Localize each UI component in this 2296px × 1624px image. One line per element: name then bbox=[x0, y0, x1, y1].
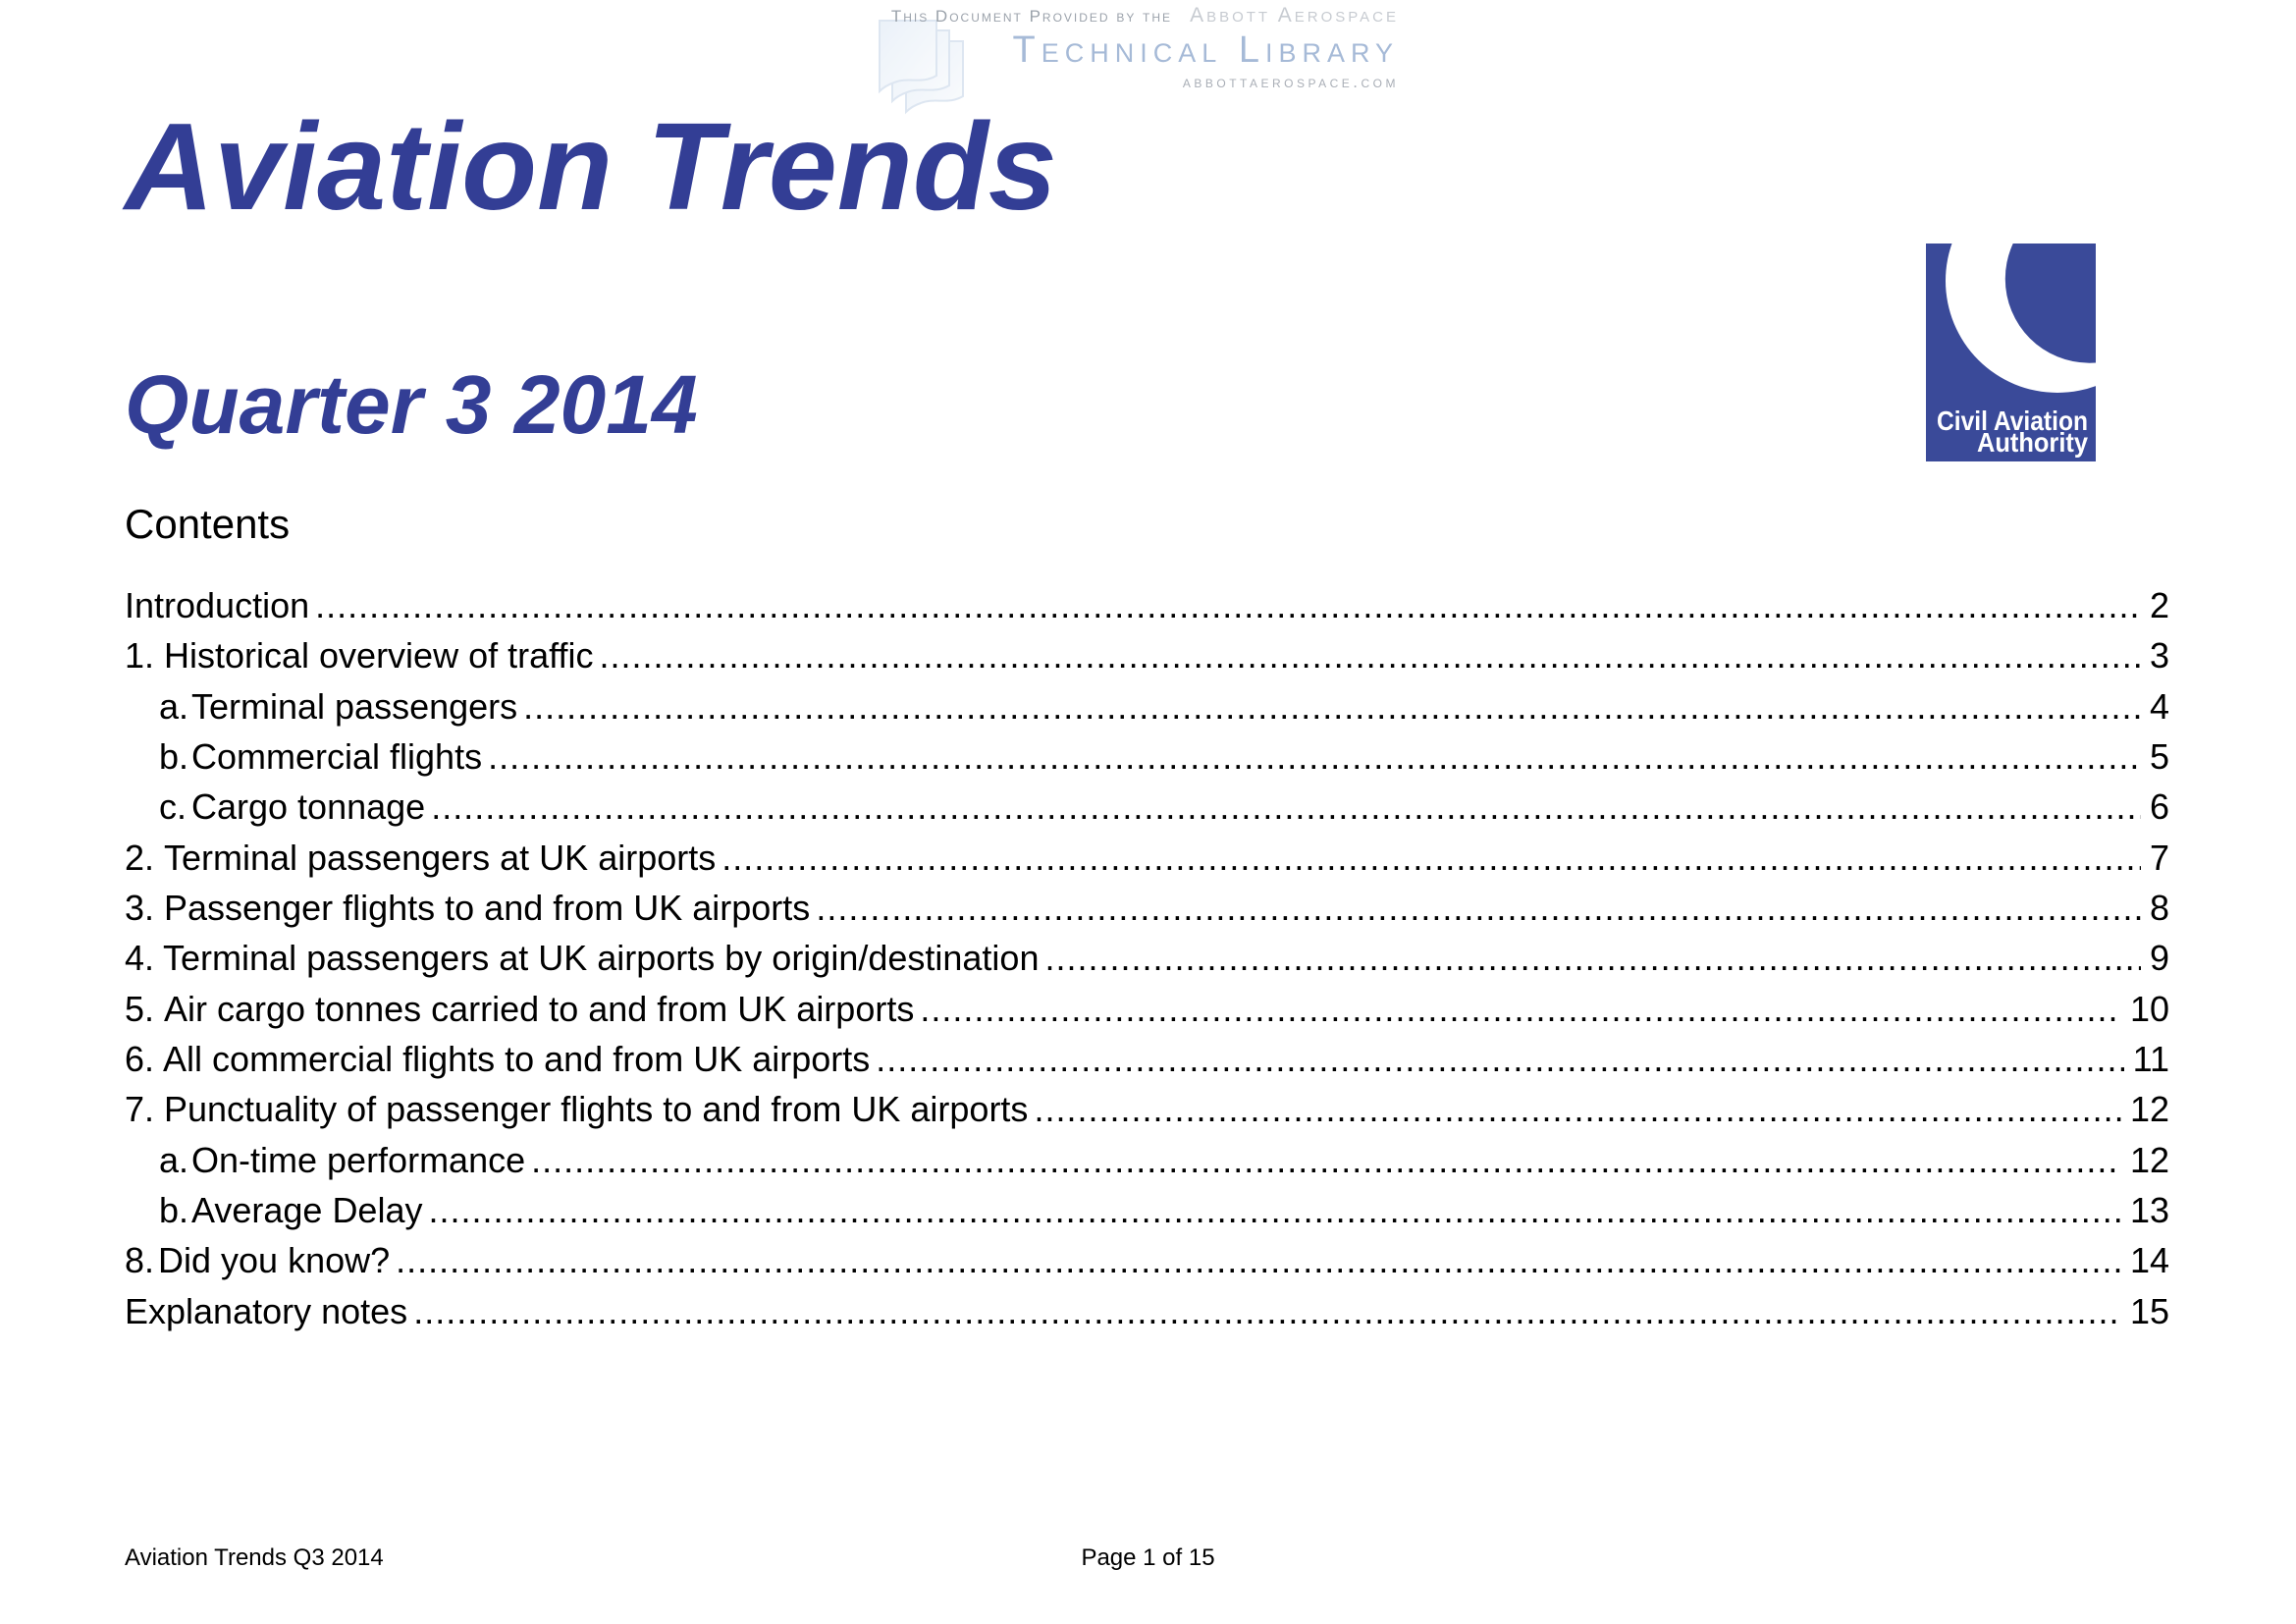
toc-entry-page: 8 bbox=[2149, 888, 2169, 929]
contents-heading: Contents bbox=[125, 501, 291, 547]
toc-dotted-leader: ........................................… bbox=[396, 1240, 2121, 1281]
toc-dotted-leader: ........................................… bbox=[920, 988, 2121, 1029]
watermark-brand: Abbott Aerospace bbox=[1190, 4, 1399, 27]
toc-entry-number: b. bbox=[159, 1190, 189, 1231]
toc-dotted-leader: ........................................… bbox=[721, 837, 2141, 878]
toc-entry-page: 2 bbox=[2149, 585, 2169, 625]
toc-dotted-leader: ........................................… bbox=[876, 1039, 2123, 1080]
toc-entry-number: 7. bbox=[125, 1089, 155, 1130]
toc-dotted-leader: ........................................… bbox=[523, 685, 2141, 727]
watermark-provided-by: This Document Provided by the bbox=[890, 7, 1173, 26]
toc-entry-title: Terminal passengers at UK airports by or… bbox=[163, 938, 1040, 979]
toc-entry[interactable]: 1. Historical overview of traffic........… bbox=[125, 630, 2169, 680]
page-subtitle: Quarter 3 2014 bbox=[125, 358, 698, 451]
toc-entry-number: 8. bbox=[125, 1240, 155, 1281]
toc-entry-number: 4. bbox=[125, 938, 155, 979]
toc-dotted-leader: ........................................… bbox=[428, 1190, 2121, 1231]
toc-entry-title: Commercial flights bbox=[191, 736, 483, 778]
toc-entry-page: 7 bbox=[2149, 837, 2169, 878]
toc-dotted-leader: ........................................… bbox=[413, 1290, 2121, 1331]
toc-entry-number: 1. bbox=[125, 635, 155, 677]
toc-entry-number: 5. bbox=[125, 988, 155, 1029]
toc-entry-number: c. bbox=[159, 786, 187, 828]
table-of-contents: Introduction............................… bbox=[125, 580, 2169, 1336]
toc-entry-number: b. bbox=[159, 736, 189, 778]
toc-entry-page: 10 bbox=[2129, 988, 2169, 1029]
toc-dotted-leader: ........................................… bbox=[816, 888, 2141, 929]
toc-entry-title: Explanatory notes bbox=[125, 1290, 408, 1331]
toc-entry-page: 14 bbox=[2129, 1240, 2169, 1281]
toc-entry-page: 12 bbox=[2129, 1089, 2169, 1130]
watermark-site: abbottaerospace.com bbox=[1182, 73, 1399, 91]
toc-dotted-leader: ........................................… bbox=[599, 635, 2141, 677]
toc-entry-title: All commercial flights to and from UK ai… bbox=[163, 1039, 871, 1080]
watermark-library-title: Technical Library bbox=[1012, 29, 1399, 71]
toc-entry[interactable]: b. Average Delay.........................… bbox=[125, 1185, 2169, 1235]
toc-dotted-leader: ........................................… bbox=[531, 1139, 2121, 1180]
toc-entry-number: 2. bbox=[125, 837, 155, 878]
toc-entry-title: Average Delay bbox=[191, 1190, 423, 1231]
toc-entry[interactable]: 7. Punctuality of passenger flights to an… bbox=[125, 1084, 2169, 1134]
watermark: This Document Provided by the Abbott Aero… bbox=[891, 5, 1399, 92]
toc-entry-page: 4 bbox=[2149, 685, 2169, 727]
toc-entry-page: 15 bbox=[2129, 1290, 2169, 1331]
logo-text-line2: Authority bbox=[1977, 427, 2088, 458]
toc-entry[interactable]: 5. Air cargo tonnes carried to and from U… bbox=[125, 984, 2169, 1034]
toc-entry-title: Cargo tonnage bbox=[191, 786, 426, 828]
toc-dotted-leader: ........................................… bbox=[1044, 938, 2140, 979]
toc-entry[interactable]: 8. Did you know?.........................… bbox=[125, 1235, 2169, 1285]
toc-entry-page: 3 bbox=[2149, 635, 2169, 677]
toc-entry-page: 6 bbox=[2149, 786, 2169, 828]
toc-entry[interactable]: 2. Terminal passengers at UK airports....… bbox=[125, 833, 2169, 883]
toc-entry-number: 6. bbox=[125, 1039, 155, 1080]
toc-entry-title: Punctuality of passenger flights to and … bbox=[164, 1089, 1029, 1130]
footer-document-title: Aviation Trends Q3 2014 bbox=[125, 1544, 384, 1571]
toc-entry-number: a. bbox=[159, 685, 189, 727]
page-title: Aviation Trends bbox=[125, 97, 1057, 236]
civil-aviation-authority-logo: Civil Aviation Authority bbox=[1926, 244, 2096, 461]
toc-entry-title: On-time performance bbox=[191, 1139, 526, 1180]
logo-text-line1: Civil Aviation bbox=[1937, 406, 2088, 436]
toc-entry[interactable]: 4. Terminal passengers at UK airports by … bbox=[125, 933, 2169, 983]
toc-entry-page: 11 bbox=[2132, 1039, 2169, 1080]
toc-entry[interactable]: a. Terminal passengers...................… bbox=[125, 681, 2169, 731]
toc-entry-title: Terminal passengers at UK airports bbox=[164, 837, 717, 878]
toc-entry-title: Did you know? bbox=[158, 1240, 391, 1281]
toc-entry-title: Terminal passengers bbox=[191, 685, 518, 727]
toc-entry-title: Passenger flights to and from UK airport… bbox=[164, 888, 811, 929]
toc-dotted-leader: ........................................… bbox=[315, 585, 2141, 625]
toc-entry-page: 12 bbox=[2129, 1139, 2169, 1180]
stacked-pages-icon bbox=[879, 20, 964, 115]
logo-crescent-inner bbox=[2004, 244, 2096, 363]
toc-entry[interactable]: a. On-time performance...................… bbox=[125, 1135, 2169, 1185]
toc-entry-number: a. bbox=[159, 1139, 189, 1180]
toc-dotted-leader: ........................................… bbox=[488, 736, 2141, 778]
toc-entry[interactable]: 6. All commercial flights to and from UK … bbox=[125, 1034, 2169, 1084]
toc-dotted-leader: ........................................… bbox=[1034, 1089, 2121, 1130]
toc-entry[interactable]: Introduction............................… bbox=[125, 580, 2169, 630]
toc-entry-title: Air cargo tonnes carried to and from UK … bbox=[164, 988, 915, 1029]
toc-entry-page: 13 bbox=[2129, 1190, 2169, 1231]
toc-entry-title: Historical overview of traffic bbox=[164, 635, 594, 677]
toc-entry-page: 5 bbox=[2149, 736, 2169, 778]
toc-entry[interactable]: 3. Passenger flights to and from UK airpo… bbox=[125, 883, 2169, 933]
toc-entry-title: Introduction bbox=[125, 585, 310, 625]
footer-page-number: Page 1 of 15 bbox=[1081, 1544, 1215, 1571]
toc-entry[interactable]: b. Commercial flights....................… bbox=[125, 731, 2169, 782]
toc-entry-number: 3. bbox=[125, 888, 155, 929]
toc-entry-page: 9 bbox=[2149, 938, 2169, 979]
toc-dotted-leader: ........................................… bbox=[431, 786, 2141, 828]
toc-entry[interactable]: c. Cargo tonnage.........................… bbox=[125, 782, 2169, 832]
toc-entry[interactable]: Explanatory notes.......................… bbox=[125, 1286, 2169, 1336]
